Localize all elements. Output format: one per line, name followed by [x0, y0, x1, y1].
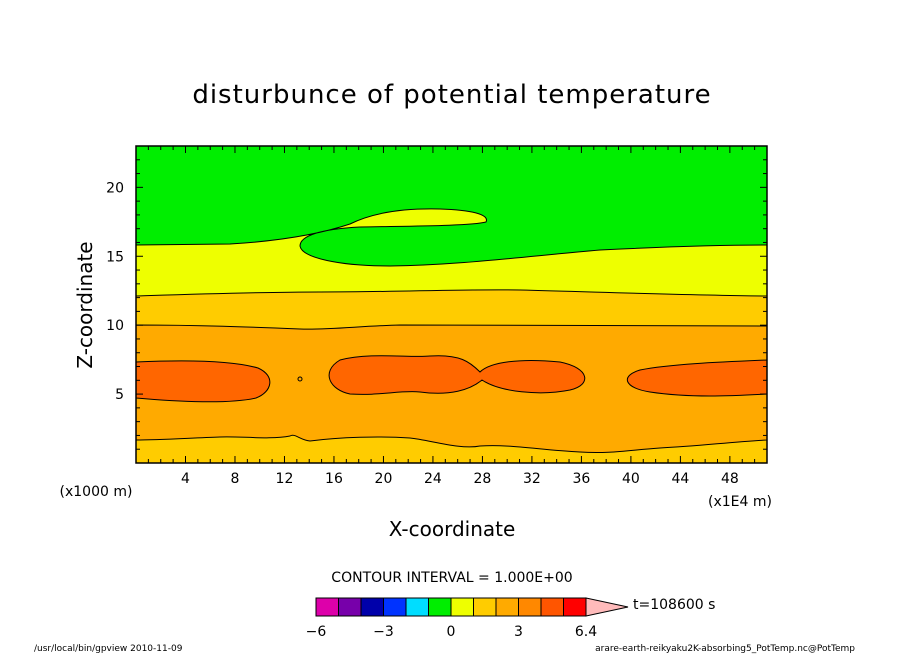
y-tick-label: 10: [106, 318, 124, 334]
y-axis-label: Z-coordinate: [73, 241, 97, 368]
x-axis-label: X-coordinate: [389, 517, 516, 541]
colorbar-swatch: [383, 597, 407, 617]
x-tick-label: 20: [375, 471, 393, 487]
small-contour-closed: [297, 376, 303, 382]
x-tick-label: 12: [276, 471, 294, 487]
colorbar-swatch: [360, 597, 384, 617]
contour-field: [136, 146, 767, 463]
colorbar-swatch: [405, 597, 429, 617]
colorbar-tick-label: −6: [306, 624, 327, 640]
x-tick-label: 32: [523, 471, 541, 487]
y-tick-label: 20: [106, 180, 124, 196]
colorbar-tick-label: 0: [447, 624, 456, 640]
contour-interval-label: CONTOUR INTERVAL = 1.000E+00: [331, 570, 572, 586]
y-tick-label: 15: [106, 249, 124, 265]
colorbar-tick-label: 6.4: [575, 624, 597, 640]
colorbar-swatch: [428, 597, 452, 617]
x-tick-label: 24: [424, 471, 442, 487]
footer-left: /usr/local/bin/gpview 2010-11-09: [34, 644, 183, 654]
x-tick-label: 8: [231, 471, 240, 487]
colorbar-swatch: [315, 597, 339, 617]
colorbar: [315, 597, 629, 617]
x-tick-label: 4: [181, 471, 190, 487]
colorbar-swatch: [563, 597, 587, 617]
x-tick-label: 48: [721, 471, 739, 487]
x-tick-label: 28: [474, 471, 492, 487]
region-level-5-6-east: [627, 359, 767, 397]
y-scale-label: (x1000 m): [60, 484, 133, 500]
region-level-5-6-center: [328, 355, 586, 395]
plot-frame: [135, 145, 768, 464]
region-level-5-6-west: [136, 360, 271, 403]
colorbar-swatch: [495, 597, 519, 617]
colorbar-ticks: −6 −3 0 3 6.4: [306, 624, 598, 640]
y-tick-label: 5: [115, 387, 124, 403]
x-tick-label: 44: [671, 471, 689, 487]
x-tick-label: 40: [622, 471, 640, 487]
x-tick-label: 16: [325, 471, 343, 487]
chart-title: disturbunce of potential temperature: [192, 80, 711, 110]
time-label: t=108600 s: [633, 597, 715, 613]
colorbar-swatch: [450, 597, 474, 617]
x-axis: 4 8 12 16 20 24 28 32 36 40 44 48: [147, 146, 756, 487]
colorbar-extension-arrow: [585, 597, 629, 617]
colorbar-swatch: [540, 597, 564, 617]
colorbar-tick-label: 3: [514, 624, 523, 640]
x-tick-label: 36: [572, 471, 590, 487]
x-scale-label: (x1E4 m): [708, 494, 772, 510]
y-axis: 5 10 15 20: [106, 145, 767, 450]
colorbar-swatch: [473, 597, 497, 617]
colorbar-swatch: [518, 597, 542, 617]
footer-right: arare-earth-reikyaku2K-absorbing5_PotTem…: [595, 644, 855, 654]
colorbar-swatch: [338, 597, 362, 617]
colorbar-tick-label: −3: [373, 624, 394, 640]
